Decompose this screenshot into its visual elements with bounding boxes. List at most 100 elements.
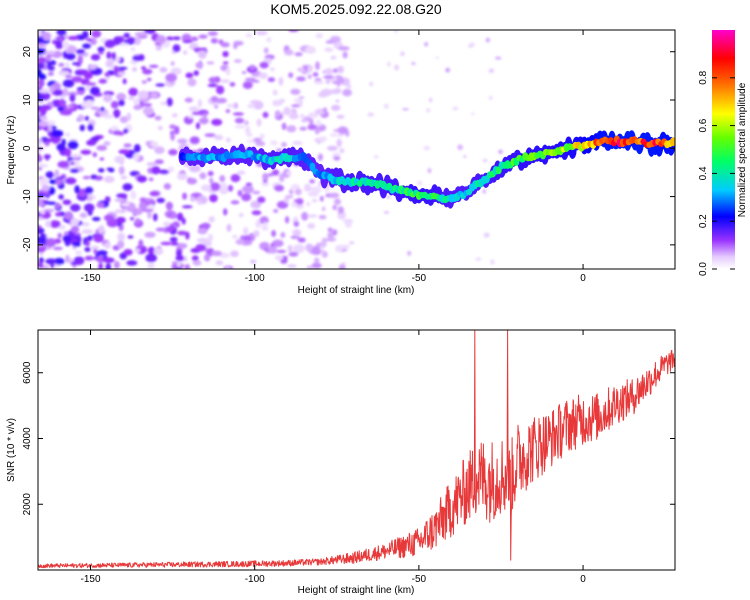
heatmap-noise-cell [70, 203, 81, 212]
heatmap-noise-cell [93, 234, 104, 243]
heatmap-noise-cell [287, 264, 297, 268]
heatmap-noise-cell [98, 51, 104, 55]
heatmap-noise-cell [281, 122, 287, 131]
heatmap-noise-cell [67, 35, 80, 41]
heatmap-noise-cell [111, 52, 117, 61]
heatmap-noise-cell [104, 72, 111, 77]
heatmap-noise-cell [227, 185, 234, 192]
heatmap-noise-cell [57, 160, 70, 169]
heatmap-noise-cell [120, 175, 128, 180]
heatmap-noise-cell [188, 106, 200, 112]
heatmap-noise-cell [284, 49, 294, 56]
heatmap-noise-cell [318, 214, 327, 220]
heatmap-noise-cell [337, 206, 345, 214]
heatmap-noise-cell [204, 133, 216, 138]
heatmap-noise-cell [261, 181, 270, 187]
heatmap-noise-cell [134, 248, 141, 253]
heatmap-noise-cell [335, 99, 340, 103]
heatmap-noise-cell [79, 124, 85, 132]
heatmap-noise-cell [39, 209, 46, 215]
heatmap-noise-cell [141, 208, 154, 213]
heatmap-noise-cell [132, 55, 142, 62]
heatmap-noise-cell [113, 36, 124, 45]
heatmap-noise-cell [115, 208, 123, 213]
heatmap-noise-cell [70, 161, 75, 165]
heatmap-noise-cell [279, 173, 285, 183]
heatmap-noise-cell [274, 110, 281, 118]
heatmap-noise-cell [315, 33, 323, 39]
colorbar-tick-label: 0.2 [698, 214, 709, 228]
heatmap-noise-cell [485, 37, 491, 43]
heatmap-noise-cell [337, 134, 344, 137]
heatmap-noise-cell [383, 103, 390, 109]
heatmap-noise-cell [116, 92, 127, 102]
heatmap-noise-cell [246, 132, 253, 138]
heatmap-noise-cell [51, 129, 63, 138]
heatmap-noise-cell [290, 88, 301, 95]
heatmap-noise-cell [244, 120, 249, 126]
heatmap-noise-cell [103, 214, 115, 222]
heatmap-noise-cell [226, 104, 237, 108]
heatmap-noise-cell [292, 141, 303, 145]
heatmap-noise-cell [255, 30, 268, 36]
heatmap-noise-cell [128, 96, 135, 101]
heatmap-noise-cell [241, 193, 252, 202]
heatmap-noise-cell [192, 260, 202, 266]
heatmap-noise-cell [317, 153, 323, 161]
heatmap-noise-cell [298, 96, 305, 99]
heatmap-noise-cell [169, 124, 176, 130]
top-y-axis: -20 -10 0 10 20 [22, 46, 675, 252]
heatmap-noise-cell [69, 93, 76, 103]
heatmap-noise-cell [84, 246, 91, 253]
heatmap-noise-cell [214, 104, 219, 109]
heatmap-noise-cell [288, 189, 294, 195]
heatmap-noise-cell [170, 241, 180, 246]
top-x-axis: -150 -100 -50 0 [81, 30, 586, 284]
heatmap-noise-cell [103, 114, 114, 119]
heatmap-noise-cell [189, 136, 200, 145]
heatmap-noise-cell [271, 169, 280, 176]
heatmap-noise-cell [200, 184, 212, 192]
top-y-axis-label: Frequency (Hz) [6, 116, 17, 185]
top-y-tick-label: -20 [22, 237, 33, 252]
heatmap-noise-cell [114, 198, 126, 202]
heatmap-noise-cell [68, 104, 75, 109]
heatmap-noise-cell [400, 51, 405, 57]
heatmap-noise-cell [329, 192, 340, 199]
top-x-tick-label: -50 [412, 273, 427, 284]
heatmap-noise-cell [285, 170, 292, 176]
heatmap-noise-cell [113, 65, 119, 74]
heatmap-noise-cell [242, 226, 249, 236]
heatmap-noise-cell [149, 92, 159, 98]
heatmap-noise-cell [166, 97, 173, 107]
heatmap-noise-cell [65, 52, 76, 61]
heatmap-noise-cell [145, 253, 157, 263]
heatmap-noise-cell [282, 256, 288, 261]
heatmap-noise-cell [171, 113, 178, 118]
heatmap-noise-cell [151, 166, 161, 175]
heatmap-noise-cell [83, 203, 95, 213]
heatmap-noise-cell [38, 200, 45, 207]
heatmap-noise-cell [42, 264, 50, 269]
heatmap-noise-cell [46, 201, 57, 205]
heatmap-noise-cell [315, 61, 320, 71]
heatmap-noise-cell [276, 148, 283, 152]
heatmap-noise-cell [123, 32, 130, 38]
heatmap-noise-cell [319, 136, 327, 142]
heatmap-noise-cell [217, 97, 227, 104]
heatmap-noise-cell [191, 36, 199, 42]
heatmap-noise-cell [207, 233, 214, 242]
heatmap-noise-cell [38, 153, 41, 162]
heatmap-noise-cell [38, 62, 45, 70]
heatmap-noise-cell [53, 89, 64, 96]
heatmap-noise-cell [263, 247, 270, 252]
heatmap-noise-cell [103, 94, 113, 103]
heatmap-noise-cell [307, 123, 317, 131]
heatmap-noise-cell [283, 106, 291, 115]
heatmap-noise-cell [471, 112, 475, 116]
heatmap-noise-cell [155, 45, 162, 51]
heatmap-noise-cell [383, 211, 390, 214]
heatmap-noise-cell [100, 106, 105, 112]
heatmap-noise-cell [326, 236, 337, 242]
heatmap-noise-cell [306, 265, 313, 269]
